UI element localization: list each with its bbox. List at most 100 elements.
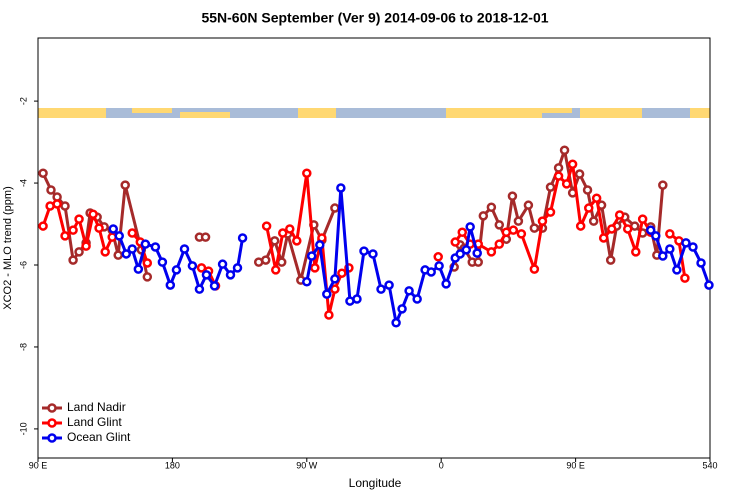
data-point [359, 246, 369, 256]
data-point [433, 252, 443, 262]
data-point [352, 294, 362, 304]
data-point [529, 264, 540, 274]
data-point [232, 263, 243, 273]
data-point [516, 229, 527, 239]
data-point [681, 238, 691, 248]
y-tick-label: -2 [18, 97, 28, 105]
data-point [426, 267, 436, 277]
y-tick-label: -4 [18, 179, 28, 187]
data-point [507, 191, 518, 201]
data-point [120, 180, 130, 190]
data-point [508, 225, 519, 235]
data-point [337, 268, 347, 278]
data-point [52, 199, 62, 209]
land-mask-strip [38, 108, 710, 118]
data-point [553, 163, 564, 173]
data-point [269, 236, 280, 246]
data-point [591, 193, 602, 203]
data-point [60, 201, 70, 211]
data-point [217, 259, 228, 269]
data-point [494, 239, 505, 249]
x-tick-label: 540 [702, 460, 717, 470]
data-point [582, 185, 593, 195]
data-point [478, 211, 489, 221]
data-point [523, 200, 534, 210]
data-point [486, 247, 497, 257]
chart-title: 55N-60N September (Ver 9) 2014-09-06 to … [201, 10, 548, 26]
data-point [306, 251, 317, 261]
data-point [68, 225, 78, 235]
data-point [150, 242, 161, 252]
x-tick-label: 90 W [296, 460, 318, 470]
data-point [237, 233, 248, 243]
data-point [38, 168, 48, 178]
data-point [157, 257, 168, 267]
data-point [494, 220, 505, 230]
data-point [88, 209, 98, 219]
x-tick-label: 180 [165, 460, 180, 470]
data-point [74, 247, 84, 257]
data-point [680, 273, 690, 283]
data-point [598, 233, 609, 243]
x-tick-label: 90 E [566, 460, 585, 470]
data-point [330, 284, 340, 294]
data-point [196, 263, 207, 273]
data-point [187, 261, 198, 271]
data-point [270, 265, 281, 275]
data-point [561, 179, 572, 189]
data-point [529, 223, 540, 233]
data-point [108, 224, 119, 234]
data-point [114, 231, 124, 241]
data-point [461, 245, 472, 255]
data-point [631, 247, 641, 257]
data-point [46, 185, 56, 195]
data-point [165, 280, 176, 290]
data-point [559, 145, 570, 156]
data-point [450, 237, 460, 247]
data-point [434, 261, 444, 271]
data-point [665, 244, 675, 254]
data-point [276, 257, 287, 267]
data-point [472, 248, 482, 258]
data-point [583, 203, 594, 213]
data-point [225, 270, 236, 280]
data-point [302, 277, 312, 287]
data-point [278, 228, 288, 238]
data-point [142, 272, 153, 282]
data-point [637, 214, 648, 224]
legend-label: Land Nadir [67, 400, 126, 414]
data-point [100, 247, 110, 257]
data-point [575, 221, 586, 231]
legend-swatch-marker [47, 433, 57, 443]
legend-swatch-marker [47, 418, 57, 428]
data-point [179, 244, 190, 254]
data-point [672, 265, 682, 275]
data-point [127, 228, 137, 238]
x-tick-label: 0 [439, 460, 444, 470]
data-point [74, 214, 84, 224]
data-point [391, 318, 401, 328]
data-point [368, 249, 378, 259]
plot-frame [37, 37, 711, 459]
data-point [330, 203, 340, 213]
data-point [513, 216, 524, 226]
data-point [574, 169, 585, 179]
data-point [473, 257, 483, 267]
x-tick-label: 90 E [29, 460, 48, 470]
data-point [545, 182, 556, 192]
data-point [645, 225, 656, 235]
data-point [622, 224, 633, 234]
data-point [194, 284, 205, 294]
data-point [133, 264, 144, 274]
data-point [336, 183, 346, 193]
y-tick-label: -8 [18, 343, 28, 351]
data-point [322, 289, 332, 299]
data-point [127, 244, 137, 254]
data-point [121, 249, 132, 259]
data-point [140, 239, 151, 249]
legend-label: Ocean Glint [67, 430, 131, 444]
data-point [455, 249, 465, 259]
y-tick-label: -10 [18, 422, 28, 435]
data-point [261, 221, 272, 231]
